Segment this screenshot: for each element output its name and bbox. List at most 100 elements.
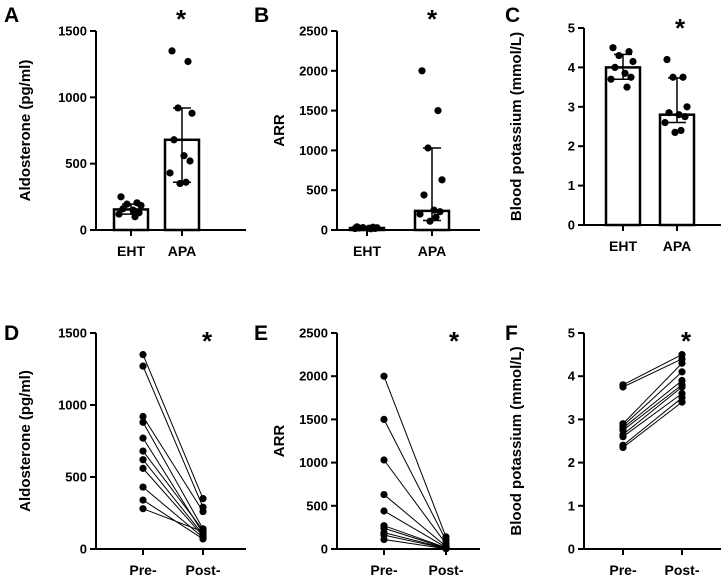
y-tick-label: 500 — [306, 183, 328, 198]
data-point-post — [678, 398, 686, 406]
y-tick-label: 1000 — [58, 90, 87, 105]
data-point — [607, 75, 615, 83]
panel-e: E 0 500 1000 1500 2000 2500 ARR Pre- Post- * — [254, 322, 480, 577]
data-point — [621, 69, 629, 77]
panel-letter: B — [254, 4, 269, 27]
paired-line — [383, 525, 447, 549]
data-point-pre — [380, 372, 388, 380]
data-point-pre — [139, 362, 147, 370]
x-category-label: Pre- — [609, 562, 637, 577]
x-category-label: EHT — [609, 238, 637, 254]
data-point — [186, 157, 194, 165]
y-tick-label: 5 — [568, 326, 575, 341]
panel-c: C 0 1 2 3 4 5 Blood potassium (mmol/L) EHT APA * — [505, 4, 721, 254]
x-category-label: EHT — [353, 243, 381, 259]
y-tick-label: 500 — [306, 498, 328, 513]
paired-line — [622, 371, 683, 427]
data-point — [351, 224, 359, 233]
data-point-pre — [139, 456, 147, 464]
panel-f: F 0 1 2 3 4 5 Blood potassium (mmol/L) Pre- Post-… — [505, 322, 721, 577]
data-point — [627, 73, 635, 81]
y-tick-label: 0 — [321, 223, 328, 238]
data-point — [174, 104, 182, 112]
paired-line — [622, 358, 683, 388]
x-category-label: Pre- — [129, 562, 157, 577]
x-category-label: Post- — [186, 562, 221, 577]
paired-line — [383, 459, 447, 545]
paired-line — [142, 486, 204, 538]
y-tick-label: 5 — [568, 21, 575, 36]
y-tick-label: 1500 — [58, 326, 87, 341]
data-point-post — [678, 383, 686, 391]
data-point — [184, 57, 192, 66]
x-category-label: Post- — [429, 562, 464, 577]
panel-letter: C — [505, 4, 520, 27]
paired-line — [622, 397, 683, 446]
data-point — [434, 107, 442, 115]
y-tick-label: 4 — [568, 60, 576, 75]
data-point-pre — [139, 447, 147, 455]
paired-line — [383, 494, 447, 547]
data-point — [629, 57, 637, 66]
data-point-pre — [380, 490, 388, 499]
data-point — [679, 73, 687, 81]
y-tick-label: 500 — [65, 156, 87, 171]
data-point — [438, 176, 446, 184]
paired-line — [142, 416, 204, 512]
panel-letter: A — [4, 4, 19, 27]
y-tick-label: 2500 — [299, 24, 328, 39]
y-tick-label: 1000 — [299, 455, 328, 470]
paired-line — [142, 365, 204, 508]
data-point-post — [442, 545, 450, 553]
data-point — [675, 111, 683, 119]
data-point-pre — [619, 443, 627, 452]
y-tick-label: 1 — [568, 498, 575, 513]
y-tick-label: 1000 — [299, 143, 328, 158]
data-point — [168, 47, 176, 55]
data-point — [117, 193, 125, 201]
y-axis-label: Blood potassium (mmol/L) — [508, 346, 525, 535]
data-point — [170, 136, 178, 144]
data-point — [625, 48, 633, 56]
data-point-pre — [139, 434, 147, 442]
y-axis-label: ARR — [271, 114, 288, 147]
x-category-label: Pre- — [370, 562, 398, 577]
data-point — [424, 144, 432, 152]
y-tick-label: 3 — [568, 99, 575, 114]
data-point — [367, 225, 375, 233]
panel-letter: F — [505, 322, 518, 345]
data-point-pre — [139, 351, 147, 359]
y-tick-label: 0 — [568, 218, 575, 233]
data-point — [432, 213, 440, 221]
significance-star: * — [449, 326, 460, 356]
data-point-pre — [380, 415, 388, 423]
data-point-post — [678, 368, 686, 376]
data-point — [436, 208, 444, 216]
paired-line — [383, 527, 447, 549]
data-point-pre — [139, 412, 147, 421]
data-point-pre — [619, 383, 627, 391]
data-point — [119, 205, 127, 213]
paired-line — [383, 534, 447, 550]
significance-star: * — [675, 13, 686, 43]
x-category-label: APA — [663, 238, 692, 254]
data-point-pre — [139, 496, 147, 504]
paired-line — [622, 393, 683, 438]
data-point-pre — [380, 535, 388, 544]
data-point — [176, 179, 184, 188]
data-point — [669, 73, 677, 81]
y-tick-label: 3 — [568, 412, 575, 427]
data-point — [115, 210, 123, 218]
data-point-post — [199, 535, 207, 543]
y-tick-label: 1000 — [58, 398, 87, 413]
significance-star: * — [681, 326, 692, 356]
data-point-pre — [619, 433, 627, 441]
data-point-post — [199, 495, 207, 503]
y-tick-label: 1500 — [299, 103, 328, 118]
y-tick-label: 2500 — [299, 326, 328, 341]
paired-line — [622, 384, 683, 431]
panel-b: B 0 500 1000 1500 2000 2500 ARR EHT APA * — [254, 4, 480, 259]
paired-line — [622, 354, 683, 386]
y-tick-label: 1500 — [299, 412, 328, 427]
